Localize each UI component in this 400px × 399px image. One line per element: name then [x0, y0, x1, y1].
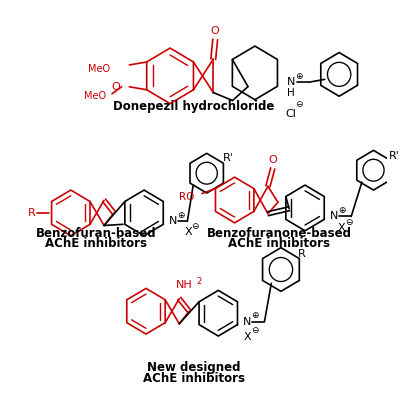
- Text: ⊖: ⊖: [295, 100, 302, 109]
- Text: O: O: [268, 156, 277, 166]
- Text: H: H: [287, 88, 295, 98]
- Text: O: O: [112, 82, 120, 92]
- Text: Cl: Cl: [286, 109, 296, 119]
- Text: New designed: New designed: [148, 361, 241, 374]
- Text: 2: 2: [196, 277, 201, 286]
- Text: ⊕: ⊕: [251, 311, 258, 320]
- Text: X: X: [184, 227, 192, 237]
- Text: R: R: [27, 208, 35, 218]
- Text: ⊖: ⊖: [191, 222, 199, 231]
- Text: Benzofuran-based: Benzofuran-based: [36, 227, 156, 240]
- Text: AChE inhibitors: AChE inhibitors: [228, 237, 330, 251]
- Text: N: N: [287, 77, 295, 87]
- Text: MeO: MeO: [84, 91, 106, 101]
- Text: R': R': [389, 151, 400, 161]
- Text: N: N: [243, 317, 251, 327]
- Text: ⊖: ⊖: [346, 218, 353, 227]
- Text: X: X: [338, 223, 346, 233]
- Text: ⊖: ⊖: [251, 326, 258, 335]
- Text: N: N: [169, 216, 177, 226]
- Text: N: N: [330, 211, 338, 221]
- Text: ⊕: ⊕: [295, 72, 302, 81]
- Text: O: O: [211, 26, 220, 36]
- Text: NH: NH: [176, 280, 192, 290]
- Text: MeO: MeO: [88, 64, 110, 74]
- Text: Benzofuranone-based: Benzofuranone-based: [206, 227, 352, 240]
- Text: RO: RO: [179, 192, 194, 201]
- Text: X: X: [243, 332, 251, 342]
- Text: Donepezil hydrochloride: Donepezil hydrochloride: [114, 100, 275, 113]
- Text: ⊕: ⊕: [177, 211, 184, 220]
- Text: ⊕: ⊕: [338, 206, 345, 215]
- Text: AChE inhibitors: AChE inhibitors: [45, 237, 147, 251]
- Text: R: R: [298, 249, 306, 259]
- Text: R': R': [222, 153, 233, 163]
- Text: AChE inhibitors: AChE inhibitors: [143, 372, 245, 385]
